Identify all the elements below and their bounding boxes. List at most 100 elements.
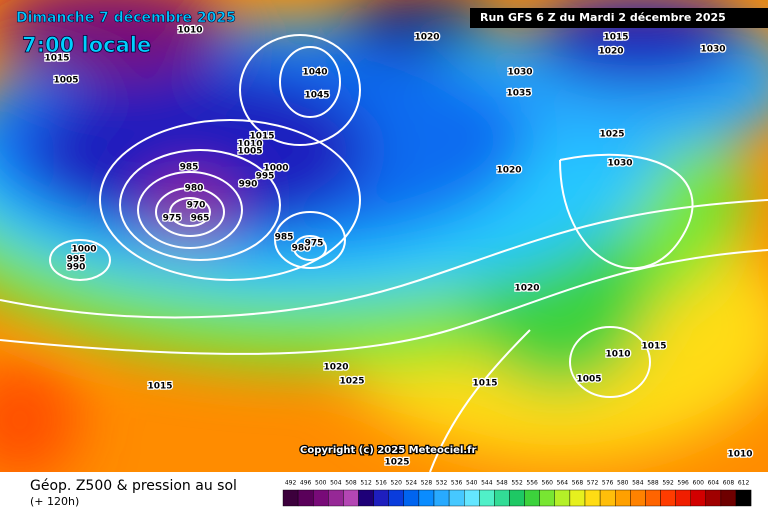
legend-tick-label: 544 [481, 480, 493, 487]
isobar-label: 980 [292, 244, 311, 254]
isobar-label: 975 [163, 214, 182, 224]
legend-swatch [554, 489, 571, 507]
isobar-label: 1035 [506, 89, 531, 99]
legend-swatch [358, 489, 374, 507]
legend-tick-label: 516 [375, 480, 387, 487]
isobar-label: 1015 [147, 382, 172, 392]
footer-title: Géop. Z500 & pression au sol [30, 478, 237, 494]
isobar-label: 1020 [496, 166, 521, 176]
isobar-label: 1010 [605, 350, 630, 360]
legend-tick-label: 572 [587, 480, 599, 487]
isobar-label: 990 [67, 263, 86, 273]
legend-swatch [539, 489, 556, 507]
isobar-label: 1020 [414, 33, 439, 43]
legend-swatch [735, 489, 752, 507]
isobar-label: 1000 [263, 164, 288, 174]
isobar-label: 1025 [599, 130, 624, 140]
legend-tick-label: 540 [466, 480, 478, 487]
isobars [0, 34, 768, 472]
isobar-label: 1005 [237, 147, 262, 157]
legend-tick-label: 600 [693, 480, 705, 487]
isobar-label: 995 [67, 255, 86, 265]
isobar-label: 975 [305, 239, 324, 249]
isobar-label: 980 [185, 184, 204, 194]
isobar-label: 1005 [576, 375, 601, 385]
isobar-label: 1010 [177, 26, 202, 36]
isobar-label: 1015 [44, 54, 69, 64]
isobar-label: 985 [275, 233, 294, 243]
legend-swatch [660, 489, 676, 507]
legend-swatch [615, 489, 631, 507]
legend-tick-label: 500 [315, 480, 327, 487]
isobar-label: 1015 [472, 379, 497, 389]
forecast-date: Dimanche 7 décembre 2025 [16, 10, 236, 26]
legend-tick-label: 536 [451, 480, 463, 487]
isobar-label: 1010 [237, 140, 262, 150]
legend-swatch [418, 489, 435, 507]
legend-swatch [403, 489, 420, 507]
legend: 492 496 500 504 508 512 516 520 524 528 532 536 540 5… [282, 480, 752, 507]
legend-tick-label: 592 [662, 480, 674, 487]
legend-swatch [584, 489, 601, 507]
legend-swatch [569, 489, 586, 507]
legend-tick-label: 576 [602, 480, 614, 487]
isobar-label: 1015 [249, 132, 274, 142]
legend-tick-label: 596 [677, 480, 689, 487]
isobar-label: 1005 [53, 76, 78, 86]
footer-lead: (+ 120h) [30, 495, 79, 508]
isobar-label: 995 [256, 172, 275, 182]
legend-tick-label: 612 [738, 480, 750, 487]
legend-swatch [448, 489, 465, 507]
isobar-label: 1000 [71, 245, 96, 255]
isobar-label: 1030 [507, 68, 532, 78]
legend-tick-label: 528 [421, 480, 433, 487]
legend-tick-label: 492 [285, 480, 297, 487]
isobar-label: 1030 [607, 159, 632, 169]
isobar-label: 990 [239, 180, 258, 190]
legend-tick-label: 524 [406, 480, 418, 487]
legend-tick-label: 520 [391, 480, 403, 487]
isobar-label: 1010 [727, 450, 752, 460]
isobar-label: 1025 [384, 458, 409, 468]
legend-swatch [373, 489, 389, 507]
legend-tick-label: 508 [345, 480, 357, 487]
legend-swatch [494, 489, 510, 507]
legend-swatch [464, 489, 480, 507]
legend-swatch [509, 489, 525, 507]
legend-swatch [630, 489, 646, 507]
legend-tick-label: 548 [496, 480, 508, 487]
legend-tick-label: 604 [708, 480, 720, 487]
legend-swatch [282, 489, 299, 507]
legend-swatch [675, 489, 691, 507]
legend-swatch [690, 489, 707, 507]
legend-swatch [720, 489, 737, 507]
isobar-label: 1045 [304, 91, 329, 101]
legend-tick-label: 512 [360, 480, 372, 487]
legend-swatch [328, 489, 344, 507]
run-info: Run GFS 6 Z du Mardi 2 décembre 2025 [480, 11, 726, 24]
legend-tick-label: 556 [526, 480, 538, 487]
legend-tick-label: 584 [632, 480, 644, 487]
run-box [470, 8, 768, 28]
legend-swatch [313, 489, 329, 507]
legend-swatch [343, 489, 359, 507]
legend-swatch [297, 489, 314, 507]
legend-tick-label: 564 [557, 480, 569, 487]
legend-tick-label: 560 [542, 480, 554, 487]
legend-swatch [433, 489, 450, 507]
isobar-label: 970 [187, 201, 206, 211]
forecast-time: 7:00 locale [22, 33, 151, 57]
isobar-label: 1020 [598, 47, 623, 57]
legend-swatch [705, 489, 722, 507]
legend-tick-label: 608 [723, 480, 735, 487]
legend-tick-label: 552 [511, 480, 523, 487]
isobar-label: 1030 [700, 45, 725, 55]
legend-swatch [479, 489, 495, 507]
legend-tick-label: 568 [572, 480, 584, 487]
legend-tick-label: 496 [300, 480, 312, 487]
legend-tick-label: 588 [647, 480, 659, 487]
